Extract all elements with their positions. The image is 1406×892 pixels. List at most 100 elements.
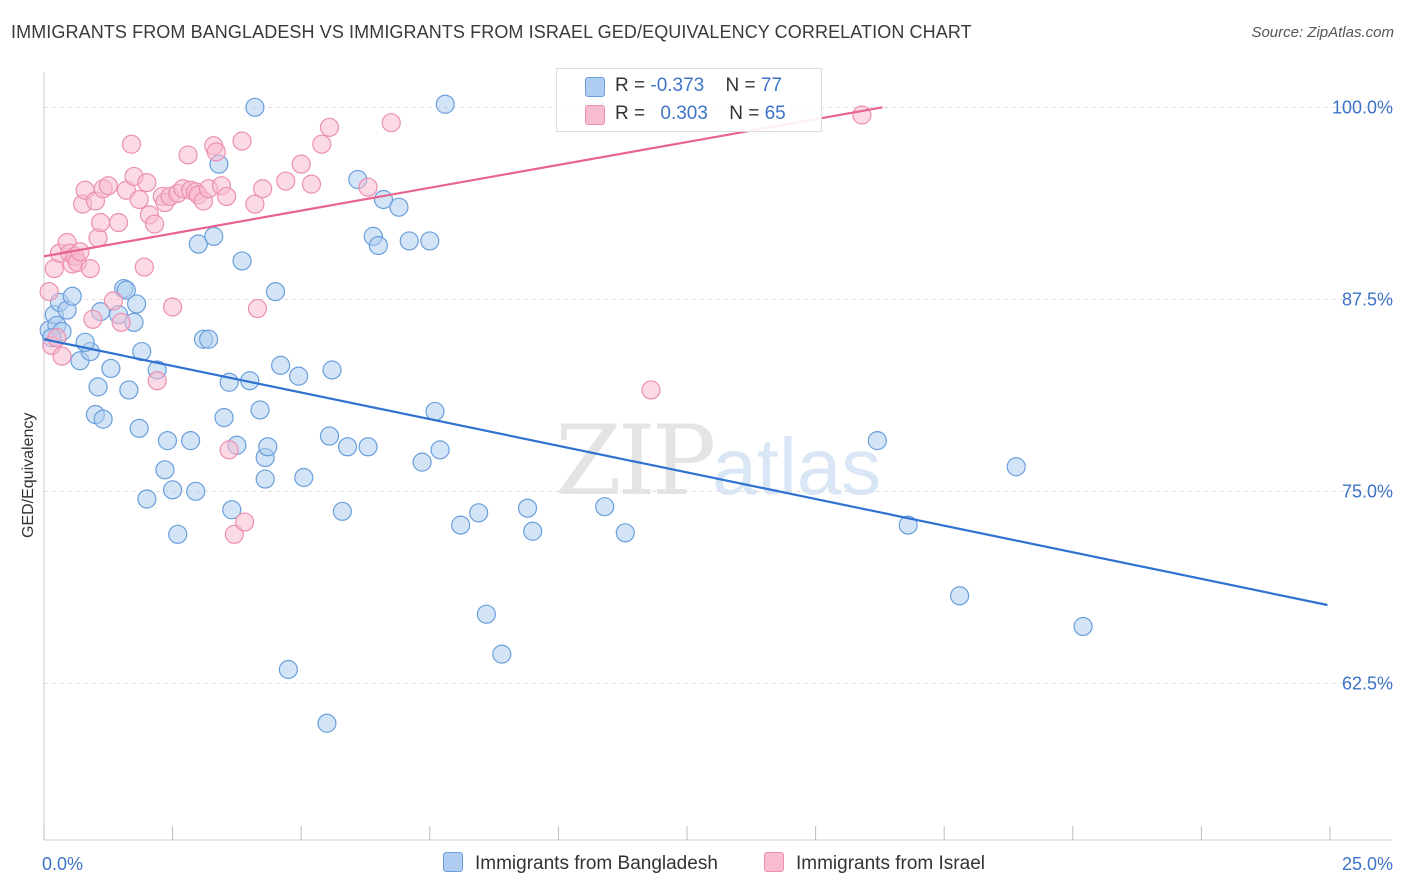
point-bangladesh bbox=[451, 515, 471, 535]
legend-n-value: 65 bbox=[764, 103, 786, 124]
point-bangladesh bbox=[420, 231, 440, 251]
point-israel bbox=[312, 134, 332, 154]
point-israel bbox=[301, 174, 322, 194]
point-bangladesh bbox=[430, 440, 450, 460]
point-bangladesh bbox=[129, 418, 149, 438]
point-bangladesh bbox=[188, 234, 208, 254]
point-bangladesh bbox=[88, 377, 108, 397]
point-bangladesh bbox=[615, 523, 635, 543]
point-bangladesh bbox=[222, 500, 242, 520]
point-israel bbox=[98, 176, 118, 196]
point-bangladesh bbox=[157, 431, 178, 451]
legend-n-label: N = bbox=[729, 103, 765, 124]
point-bangladesh bbox=[93, 409, 113, 429]
point-bangladesh bbox=[214, 408, 234, 428]
y-tick-label: 75.0% bbox=[1342, 481, 1393, 501]
bottom-legend-swatch-bangladesh bbox=[443, 852, 463, 872]
point-bangladesh bbox=[137, 489, 157, 509]
point-bangladesh bbox=[898, 515, 918, 535]
point-israel bbox=[52, 346, 72, 366]
point-israel bbox=[103, 291, 124, 311]
axes bbox=[43, 72, 1392, 841]
point-israel bbox=[235, 512, 255, 532]
point-bangladesh bbox=[523, 521, 543, 541]
point-israel bbox=[276, 171, 296, 191]
point-bangladesh bbox=[332, 501, 352, 521]
point-israel bbox=[247, 298, 268, 319]
point-bangladesh bbox=[317, 713, 337, 733]
point-bangladesh bbox=[517, 498, 538, 518]
point-israel bbox=[134, 257, 154, 277]
point-bangladesh bbox=[319, 426, 340, 446]
point-israel bbox=[224, 524, 244, 544]
point-bangladesh bbox=[271, 355, 291, 375]
point-bangladesh bbox=[119, 380, 139, 400]
watermark: ZIPatlas bbox=[555, 405, 881, 517]
point-bangladesh bbox=[950, 586, 970, 606]
point-israel bbox=[219, 440, 239, 460]
chart-title: IMMIGRANTS FROM BANGLADESH VS IMMIGRANTS… bbox=[11, 22, 972, 42]
point-bangladesh bbox=[322, 360, 342, 380]
legend-r-value: -0.373 bbox=[650, 75, 705, 96]
point-bangladesh bbox=[294, 467, 314, 488]
point-bangladesh bbox=[204, 226, 224, 246]
x-tick-label: 0.0% bbox=[42, 854, 83, 874]
point-bangladesh bbox=[116, 280, 136, 300]
legend-n-value: 77 bbox=[760, 75, 783, 96]
trend-lines bbox=[43, 106, 1328, 607]
point-bangladesh bbox=[232, 251, 252, 271]
point-bangladesh bbox=[368, 235, 388, 256]
point-bangladesh bbox=[595, 497, 615, 517]
point-israel bbox=[137, 172, 157, 193]
point-bangladesh bbox=[476, 604, 496, 624]
point-bangladesh bbox=[435, 94, 455, 114]
point-israel bbox=[217, 186, 237, 207]
bottom-legend-bangladesh: Immigrants from Bangladesh bbox=[443, 852, 718, 875]
point-bangladesh bbox=[258, 437, 278, 457]
point-bangladesh bbox=[199, 329, 219, 349]
point-israel bbox=[83, 309, 103, 329]
point-bangladesh bbox=[337, 437, 358, 457]
point-israel bbox=[358, 177, 378, 197]
chart-source: Source: ZipAtlas.com bbox=[1251, 24, 1394, 41]
bottom-legend-swatch-israel bbox=[764, 852, 784, 872]
point-bangladesh bbox=[168, 524, 188, 544]
point-bangladesh bbox=[289, 366, 309, 386]
point-bangladesh bbox=[62, 286, 82, 306]
y-tick-label: 62.5% bbox=[1342, 673, 1393, 693]
point-israel bbox=[163, 297, 183, 317]
point-israel bbox=[108, 212, 129, 233]
legend-swatch-bangladesh bbox=[585, 77, 605, 97]
trend-line-bangladesh bbox=[43, 338, 1328, 607]
point-bangladesh bbox=[278, 659, 298, 680]
point-bangladesh bbox=[399, 231, 419, 251]
point-bangladesh bbox=[155, 460, 175, 480]
point-israel bbox=[80, 259, 100, 279]
bottom-legend-israel: Immigrants from Israel bbox=[764, 852, 985, 875]
point-bangladesh bbox=[181, 431, 201, 451]
point-israel bbox=[291, 154, 311, 174]
legend-swatch-israel bbox=[585, 105, 605, 125]
legend-r-value: 0.303 bbox=[660, 103, 708, 124]
point-bangladesh bbox=[245, 97, 265, 117]
point-israel bbox=[245, 194, 265, 214]
point-israel bbox=[232, 131, 252, 151]
point-bangladesh bbox=[1006, 457, 1026, 477]
point-bangladesh bbox=[425, 401, 445, 422]
point-bangladesh bbox=[412, 452, 432, 472]
point-bangladesh bbox=[867, 431, 887, 451]
tick-labels: 100.0% 87.5% 75.0% 62.5% 0.0% 25.0% bbox=[42, 97, 1393, 874]
point-israel bbox=[39, 282, 59, 302]
point-israel bbox=[381, 113, 401, 133]
point-bangladesh bbox=[265, 282, 286, 302]
point-israel bbox=[129, 189, 149, 210]
legend-row-bangladesh: R = -0.373 N = 77 bbox=[615, 75, 782, 101]
series-israel-points bbox=[39, 105, 872, 544]
gridlines bbox=[44, 106, 1392, 684]
point-israel bbox=[111, 312, 131, 332]
x-tick-label: 25.0% bbox=[1342, 854, 1393, 874]
y-tick-label: 87.5% bbox=[1342, 289, 1393, 309]
point-bangladesh bbox=[389, 197, 409, 217]
point-bangladesh bbox=[126, 294, 147, 314]
